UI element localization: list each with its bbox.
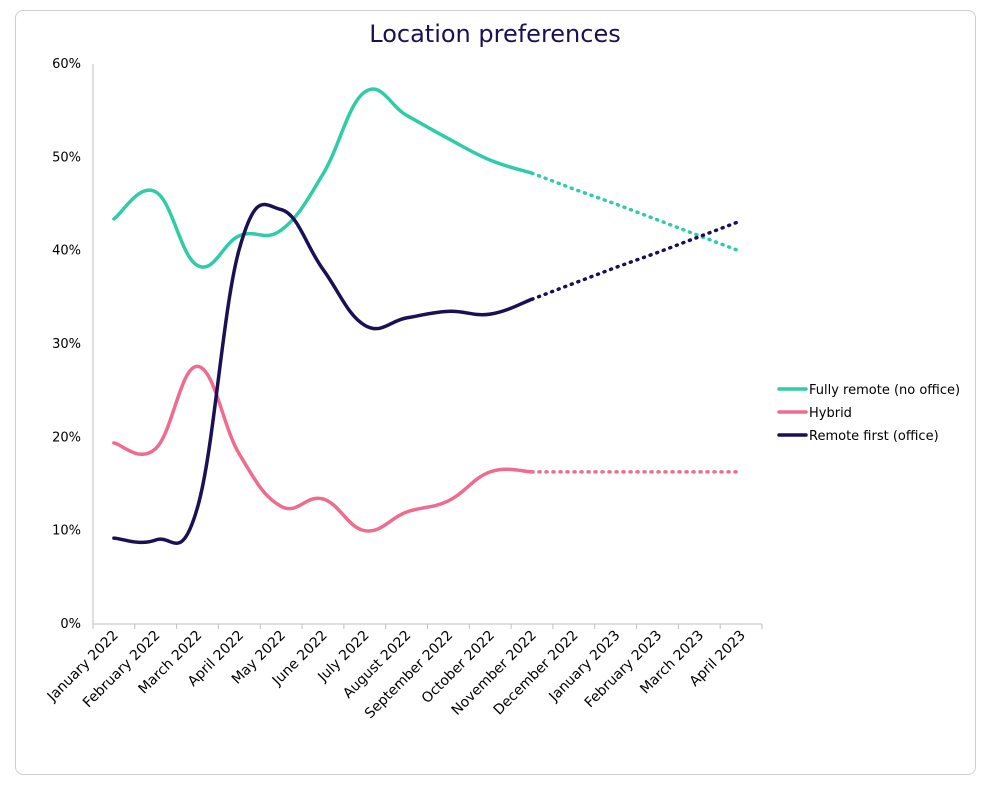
chart-title: Location preferences [369,20,621,48]
y-tick-label: 40% [52,244,81,259]
legend-label: Fully remote (no office) [809,383,960,398]
x-tick-label: January 2023 [546,628,624,706]
x-tick-label: January 2022 [44,628,122,706]
y-tick-label: 30% [52,337,81,352]
series-forecast-line-0 [530,171,743,254]
series-line-1 [112,364,534,533]
y-tick-label: 10% [52,524,81,539]
legend-label: Remote first (office) [809,429,939,444]
x-tick-label: October 2022 [419,628,498,707]
series-forecast-line-2 [530,219,743,301]
series-line-0 [112,87,534,269]
chart-frame [15,10,976,775]
series-line-2 [112,202,534,545]
y-tick-label: 50% [52,150,81,165]
y-tick-label: 20% [52,430,81,445]
y-tick-label: 0% [60,617,81,632]
y-tick-label: 60% [52,57,81,72]
legend-label: Hybrid [809,406,852,421]
